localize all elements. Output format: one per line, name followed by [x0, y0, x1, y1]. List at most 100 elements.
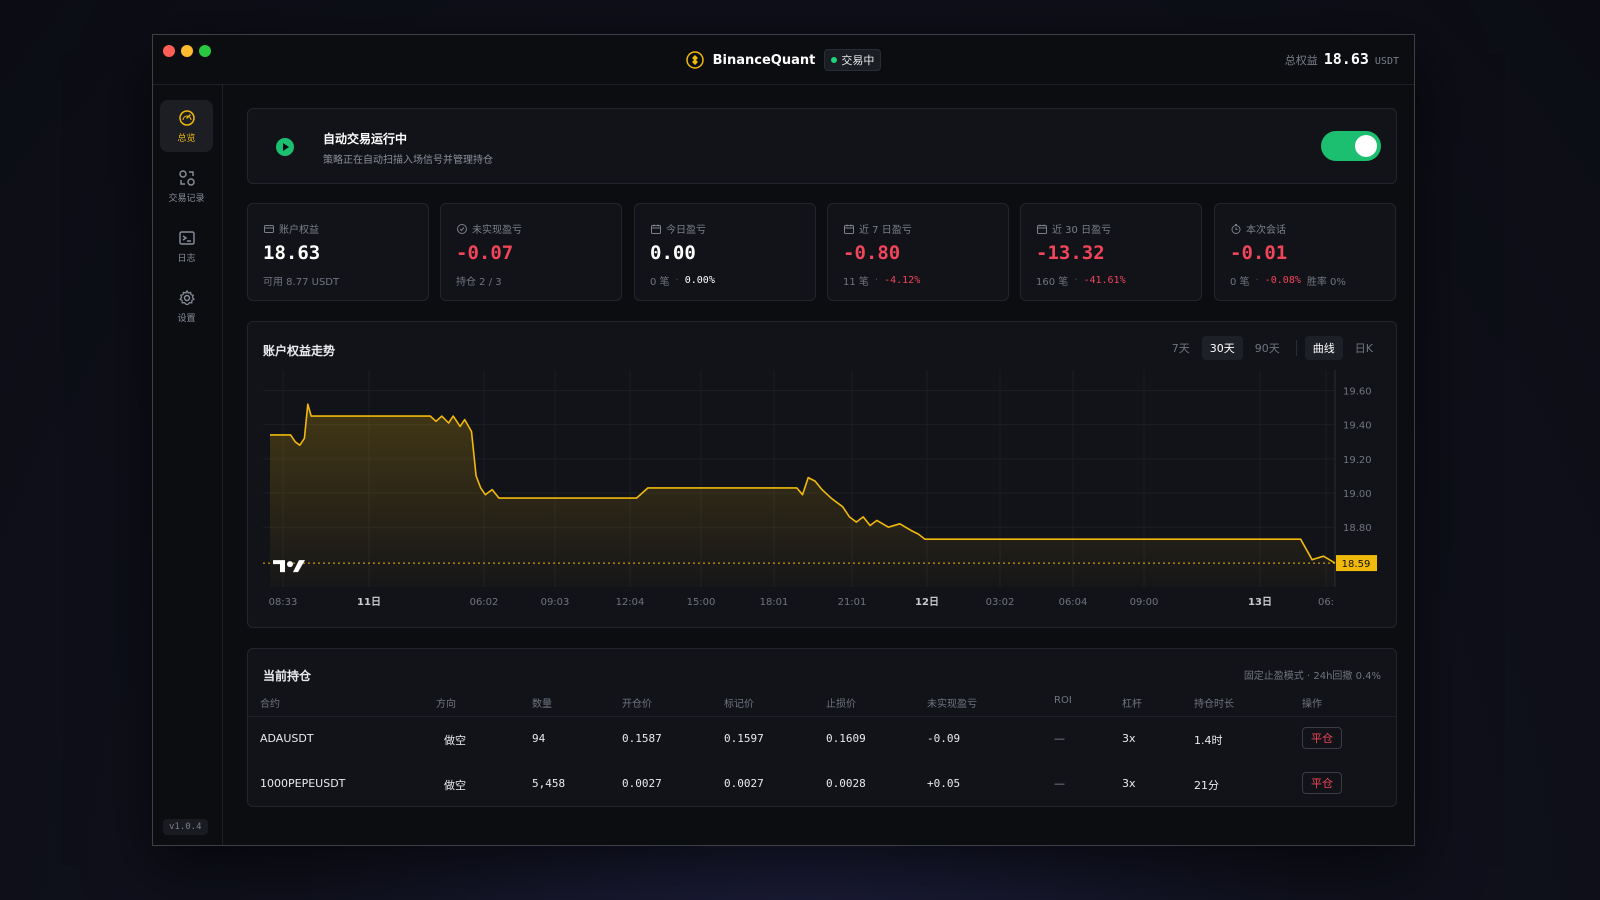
auto-trading-panel: 自动交易运行中 策略正在自动扫描入场信号并管理持仓	[247, 108, 1397, 184]
cell-symbol: ADAUSDT	[260, 732, 314, 745]
column-header: 方向	[436, 699, 456, 710]
stat-sub: 0 笔 · -0.08% 胜率 0%	[1230, 273, 1346, 288]
column-header: 止损价	[826, 699, 856, 710]
stat-value: 18.63	[263, 242, 321, 264]
stat-sub-primary: 160 笔	[1036, 277, 1069, 288]
cell-mark: 0.1597	[724, 732, 764, 745]
positions-title: 当前持仓	[263, 669, 312, 683]
column-header: 标记价	[724, 699, 754, 710]
auto-trading-toggle[interactable]	[1321, 131, 1381, 161]
stat-value: -0.80	[843, 242, 901, 264]
stat-card: 近 30 日盈亏 -13.32 160 笔 · -41.61%	[1020, 203, 1202, 301]
y-tick-label: 19.20	[1343, 455, 1372, 466]
stat-sub-primary: 0 笔	[650, 277, 670, 288]
close-position-button[interactable]: 平仓	[1302, 727, 1342, 749]
stat-sub-primary: 0 笔	[1230, 277, 1250, 288]
minimize-window-button[interactable]	[181, 45, 193, 57]
separator-dot: ·	[675, 275, 679, 286]
stat-sub-percent: 0.00%	[684, 275, 715, 286]
cell-dur: 1.4时	[1194, 734, 1223, 747]
x-tick-label: 12:04	[616, 597, 645, 608]
column-header: ROI	[1054, 695, 1072, 706]
sidebar-item-settings[interactable]: 设置	[160, 280, 213, 332]
stat-value: -0.01	[1230, 242, 1288, 264]
range-7d-button[interactable]: 7天	[1171, 342, 1190, 355]
maximize-window-button[interactable]	[199, 45, 211, 57]
x-tick-label: 11日	[357, 596, 381, 608]
separator-dot: ·	[874, 275, 879, 286]
cell-lev: 3x	[1122, 732, 1136, 745]
last-value-marker	[1336, 555, 1377, 572]
sidebar-item-overview[interactable]: 总览	[160, 100, 213, 152]
cell-pnl: +0.05	[927, 777, 961, 790]
table-row[interactable]: 1000PEPEUSDT 做空 5,458 0.0027 0.0027 0.0028 +0.…	[248, 763, 1396, 807]
terminal-icon	[178, 230, 195, 245]
y-tick-label: 19.40	[1343, 421, 1372, 432]
calendar-icon	[844, 224, 854, 234]
stat-label-text: 账户权益	[279, 225, 319, 236]
trades-icon	[178, 169, 195, 186]
equity-chart[interactable]: 19.60 19.40 19.20 19.00 18.80 08:33 11日 06:02 09…	[248, 322, 1398, 629]
stat-label-text: 今日盈亏	[666, 225, 706, 236]
stat-sub-winrate: 胜率 0%	[1306, 277, 1346, 288]
range-90d-button[interactable]: 90天	[1254, 342, 1280, 355]
positions-panel: 当前持仓 固定止盈模式 · 24h回撤 0.4% 合约 方向 数量 开仓价 标记价 止损价…	[247, 648, 1397, 807]
stat-value: 0.00	[650, 242, 696, 264]
x-tick-label: 18:01	[760, 597, 789, 608]
stat-card: 今日盈亏 0.00 0 笔 · 0.00%	[634, 203, 816, 301]
x-tick-label: 09:00	[1130, 597, 1159, 608]
stat-sub: 160 笔 · -41.61%	[1036, 273, 1126, 288]
toggle-knob	[1355, 135, 1377, 157]
x-tick-label: 06:04	[1059, 597, 1088, 608]
stat-label: 近 7 日盈亏	[843, 221, 912, 236]
equity-area-fill	[270, 404, 1335, 587]
sidebar-item-trades[interactable]: 交易记录	[160, 160, 213, 212]
stat-sub-percent: -41.61%	[1083, 275, 1126, 286]
stat-card: 账户权益 18.63 可用 8.77 USDT	[247, 203, 429, 301]
stat-card: 本次会话 -0.01 0 笔 · -0.08% 胜率 0%	[1214, 203, 1396, 301]
stat-sub-percent: -0.08%	[1264, 275, 1301, 286]
separator-dot: ·	[1255, 275, 1259, 286]
header-divider	[248, 716, 1396, 717]
stat-sub-percent: -4.12%	[884, 275, 921, 286]
cell-lev: 3x	[1122, 777, 1136, 790]
mode-daily-k-button[interactable]: 日K	[1354, 342, 1373, 355]
total-equity-label: 总权益	[1284, 54, 1318, 67]
cell-pnl: -0.09	[927, 732, 961, 745]
close-position-button[interactable]: 平仓	[1302, 772, 1342, 794]
mode-line-button[interactable]: 曲线	[1304, 336, 1343, 360]
stat-label-text: 本次会话	[1246, 225, 1286, 236]
auto-trading-title: 自动交易运行中	[323, 132, 408, 146]
cell-qty: 94	[532, 732, 546, 745]
cell-side: 做空	[444, 734, 466, 747]
y-tick-label: 19.00	[1343, 489, 1372, 500]
timer-icon	[1231, 223, 1241, 234]
sidebar-item-logs[interactable]: 日志	[160, 220, 213, 272]
wallet-icon	[264, 224, 274, 233]
range-30d-button[interactable]: 30天	[1201, 336, 1243, 360]
sidebar-item-label: 日志	[177, 253, 196, 264]
column-header: 数量	[532, 699, 552, 710]
stat-sub: 持仓 2 / 3	[456, 273, 502, 288]
version-badge: v1.0.4	[163, 819, 208, 835]
stat-value: -0.07	[456, 242, 514, 264]
separator-dot: ·	[1074, 275, 1078, 286]
total-equity-value: 18.63	[1323, 50, 1369, 68]
close-window-button[interactable]	[163, 45, 175, 57]
divider	[1295, 340, 1297, 356]
column-header: 持仓时长	[1194, 699, 1234, 710]
sidebar-item-label: 总览	[177, 133, 196, 144]
cell-stop: 0.1609	[826, 732, 866, 745]
last-value-label: 18.59	[1342, 559, 1371, 570]
x-tick-label: 09:03	[541, 597, 570, 608]
status-badge: 交易中	[824, 49, 882, 71]
table-row[interactable]: ADAUSDT 做空 94 0.1587 0.1597 0.1609 -0.09 — 3x 1.4…	[248, 718, 1396, 762]
app-window: BinanceQuant 交易中 总权益 18.63 USDT 总览	[152, 34, 1415, 846]
play-icon	[276, 138, 294, 156]
y-tick-label: 19.60	[1343, 387, 1372, 398]
x-tick-label: 12日	[915, 596, 939, 608]
total-equity-unit: USDT	[1374, 56, 1399, 67]
binance-logo-icon	[685, 51, 704, 69]
cell-roi: —	[1054, 732, 1065, 745]
stat-sub-primary: 持仓 2 / 3	[456, 277, 502, 288]
